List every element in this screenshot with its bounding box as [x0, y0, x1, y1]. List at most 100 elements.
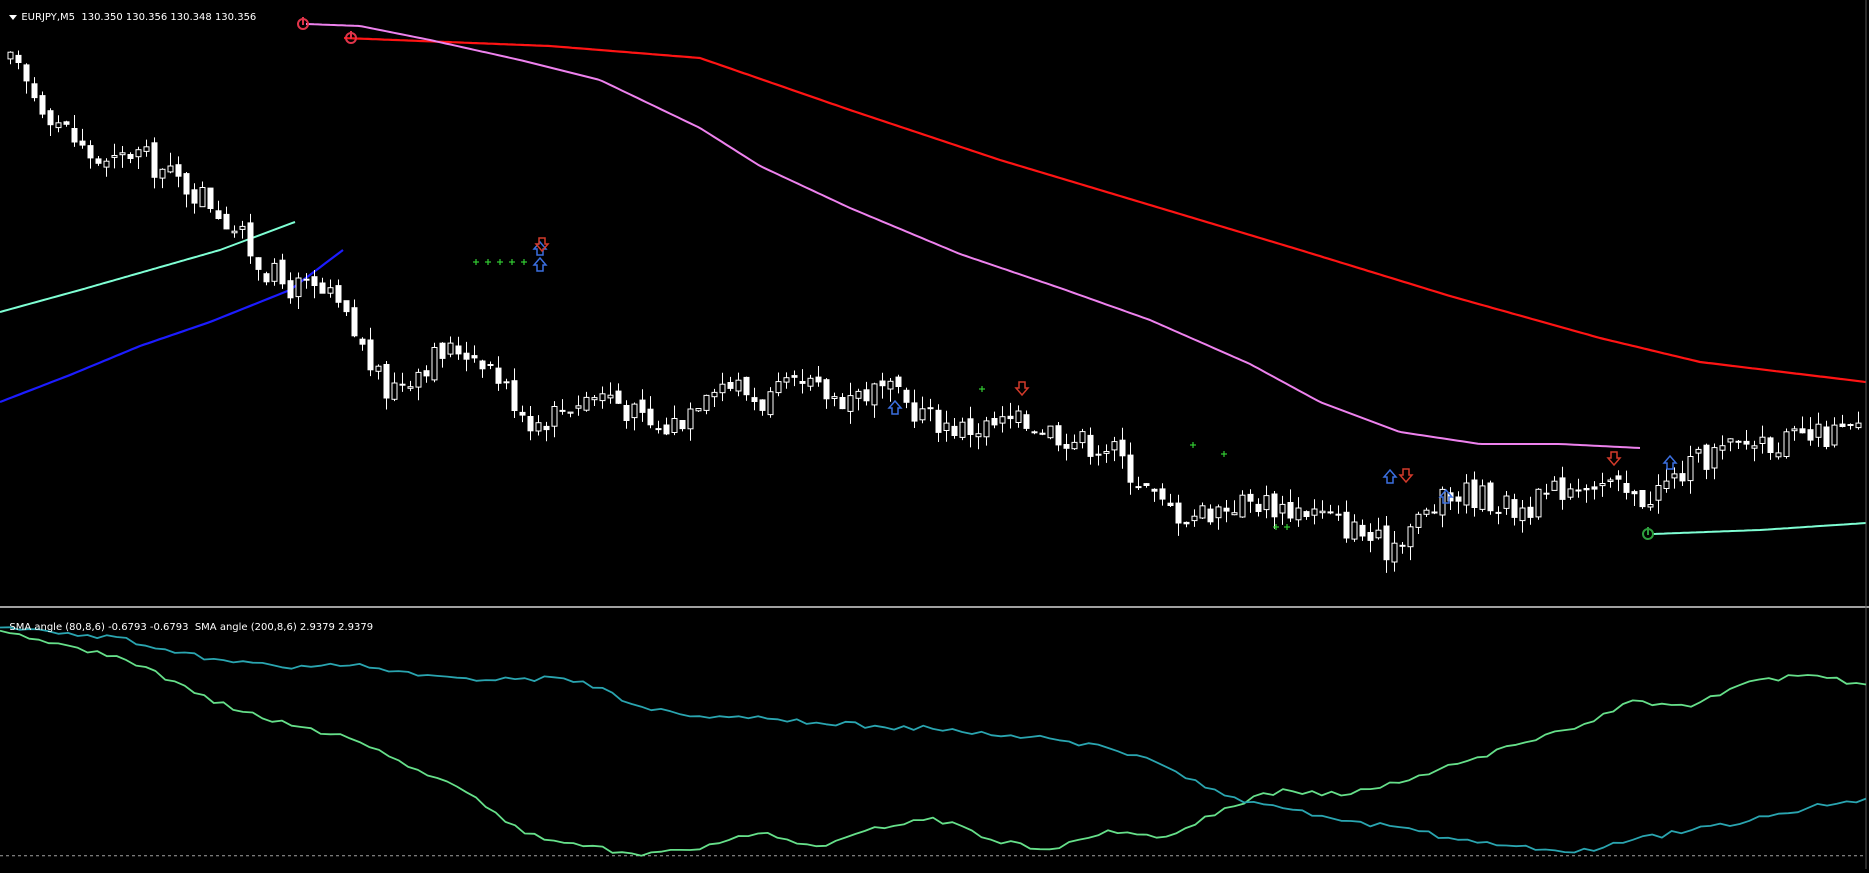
candle-body — [1655, 485, 1662, 501]
candle-body — [1543, 492, 1550, 495]
candle — [1487, 480, 1494, 515]
candle — [879, 372, 886, 399]
candle-body — [87, 145, 94, 159]
candle-body — [1375, 529, 1382, 539]
candle-body — [503, 381, 510, 384]
candle-body — [1767, 437, 1774, 453]
candle-body — [399, 383, 406, 386]
candle-body — [631, 403, 638, 419]
candle — [327, 279, 334, 298]
sma-angle-200-line — [0, 626, 1867, 854]
candle-body — [295, 277, 302, 298]
candle-body — [279, 259, 286, 285]
candle — [567, 411, 574, 418]
candle-body — [1839, 423, 1846, 428]
candle-body — [1639, 490, 1646, 508]
candle — [1775, 442, 1782, 460]
candle-body — [663, 424, 670, 435]
candle-body — [119, 152, 126, 156]
candle-body — [831, 396, 838, 400]
candle — [615, 383, 622, 404]
candle-body — [1671, 473, 1678, 479]
candle — [647, 396, 654, 429]
candle-body — [655, 428, 662, 431]
candle-body — [423, 370, 430, 377]
candle — [599, 386, 606, 409]
candle-body — [1463, 482, 1470, 506]
chart-menu-icon[interactable] — [9, 14, 18, 20]
candle — [1287, 489, 1294, 522]
candle-body — [151, 142, 158, 178]
candle — [1551, 476, 1558, 491]
candle-body — [1095, 453, 1102, 456]
candle — [1399, 542, 1406, 554]
line-start-marker — [1642, 527, 1654, 540]
candle — [79, 128, 86, 149]
candle-body — [839, 397, 846, 410]
green-cross-icon — [521, 259, 527, 265]
candle — [815, 366, 822, 387]
candle — [1015, 405, 1022, 428]
sell-arrow-icon — [1606, 451, 1622, 467]
candle-body — [159, 168, 166, 179]
candle — [151, 137, 158, 189]
candle-body — [791, 375, 798, 378]
candle-body — [1351, 521, 1358, 540]
candle — [1815, 412, 1822, 447]
candle — [103, 158, 110, 177]
candle-body — [1583, 488, 1590, 491]
candle — [967, 406, 974, 448]
candle-body — [1047, 425, 1054, 439]
candle-body — [231, 230, 238, 234]
candle-body — [871, 383, 878, 406]
candle-body — [1471, 479, 1478, 508]
candle — [343, 300, 350, 316]
candle-body — [1607, 479, 1614, 482]
candle-body — [695, 408, 702, 412]
candle — [31, 77, 38, 102]
candle — [1327, 504, 1334, 515]
candle-body — [1807, 429, 1814, 441]
green-cross-icon — [509, 259, 515, 265]
indicator-header: SMA angle (80,8,6) -0.6793 -0.6793 SMA a… — [3, 611, 373, 633]
candle — [1759, 425, 1766, 454]
candle — [215, 200, 222, 220]
candle — [1663, 468, 1670, 493]
candle-body — [1103, 451, 1110, 454]
candle-body — [1135, 486, 1142, 489]
candle-body — [647, 408, 654, 426]
candle — [1511, 493, 1518, 526]
candle — [87, 140, 94, 169]
candle — [775, 372, 782, 397]
green-cross-icon — [485, 259, 491, 265]
candle-body — [1287, 502, 1294, 519]
candle-body — [1847, 424, 1854, 426]
candle-body — [471, 355, 478, 359]
candle — [1199, 502, 1206, 519]
candle — [55, 115, 62, 133]
candle — [255, 257, 262, 281]
candle-body — [1511, 499, 1518, 518]
sma-start-marker — [345, 31, 357, 44]
candle-body — [951, 425, 958, 436]
candle-body — [567, 411, 574, 414]
candle-body — [583, 396, 590, 411]
candle — [335, 279, 342, 308]
candle — [1047, 425, 1054, 440]
candle — [679, 420, 686, 432]
candle-body — [1791, 428, 1798, 432]
candle-body — [335, 285, 342, 303]
candle-body — [751, 397, 758, 403]
candle — [495, 356, 502, 391]
candle-body — [719, 383, 726, 394]
candle-body — [527, 416, 534, 432]
candle — [975, 423, 982, 450]
candle — [1423, 507, 1430, 517]
candle-body — [1815, 423, 1822, 438]
candle — [551, 401, 558, 438]
candle — [15, 50, 22, 70]
candle — [1807, 417, 1814, 446]
candle-body — [7, 51, 14, 60]
candle — [1687, 445, 1694, 494]
